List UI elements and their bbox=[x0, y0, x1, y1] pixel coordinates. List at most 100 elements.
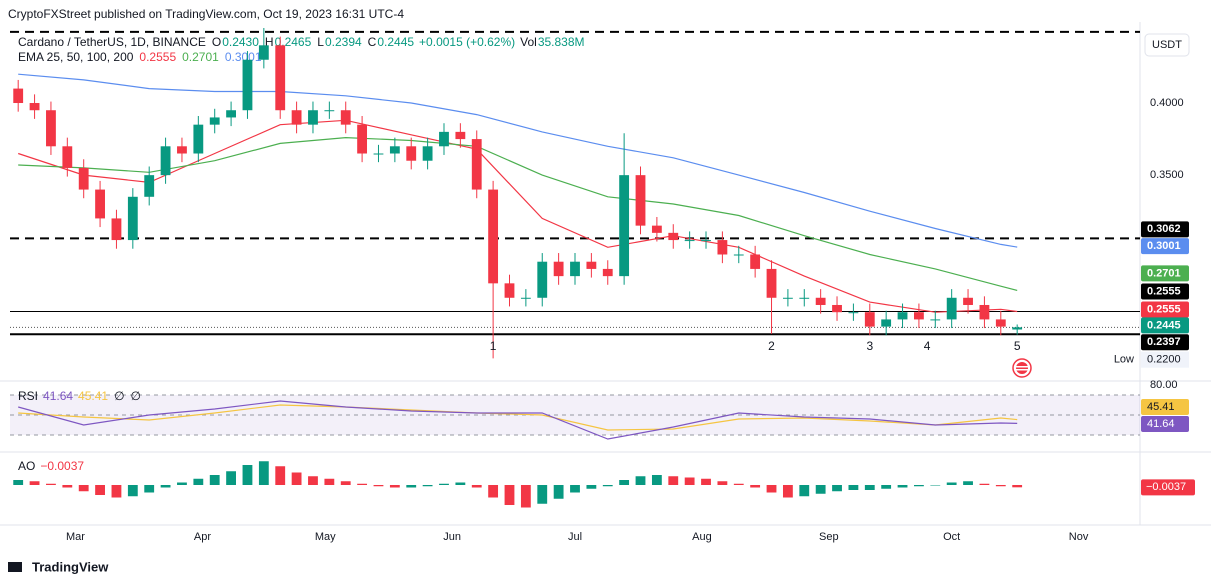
x-tick-label: Apr bbox=[194, 531, 211, 543]
logo bbox=[8, 562, 22, 572]
ao-bar bbox=[13, 480, 24, 485]
ao-bar bbox=[553, 485, 564, 499]
ao-bar bbox=[242, 465, 253, 485]
ema-line bbox=[18, 73, 1018, 248]
ao-bar bbox=[308, 476, 318, 485]
price-tag-label: 0.2555 bbox=[1147, 285, 1181, 297]
annotation: 3 bbox=[866, 339, 873, 353]
candle-body bbox=[471, 139, 482, 190]
candle-body bbox=[995, 319, 1006, 327]
annotation: 5 bbox=[1014, 339, 1021, 353]
price-tag-label: 0.3001 bbox=[1147, 240, 1181, 252]
x-tick-label: Sep bbox=[819, 531, 839, 543]
ao-bar bbox=[537, 485, 548, 504]
ao-bar bbox=[619, 480, 630, 485]
candle-body bbox=[766, 268, 777, 298]
price-tag bbox=[1141, 334, 1189, 351]
price-tag-label: 0.3062 bbox=[1147, 223, 1181, 235]
ao-bar bbox=[914, 485, 924, 487]
legend-value: 41.64 bbox=[43, 389, 73, 403]
currency-button[interactable] bbox=[1144, 33, 1190, 57]
legend-value: EMA 25, 50, 100, 200 bbox=[18, 50, 134, 64]
ao-bar bbox=[635, 476, 646, 485]
ao-bar bbox=[95, 485, 105, 495]
candle-body bbox=[46, 110, 56, 147]
ao-bar bbox=[979, 483, 990, 485]
currency[interactable]: USDT bbox=[1152, 39, 1182, 51]
ao-bar bbox=[193, 478, 204, 485]
candle-body bbox=[782, 297, 793, 299]
ao-bar bbox=[897, 485, 908, 488]
candle-body bbox=[619, 175, 630, 277]
legend-value: C bbox=[368, 35, 377, 49]
ao-bar bbox=[995, 485, 1006, 487]
y-tick-label: 80.00 bbox=[1150, 379, 1178, 391]
candle-body bbox=[799, 297, 810, 299]
ao-bar bbox=[520, 485, 531, 508]
candle-body bbox=[832, 304, 842, 313]
ao-bar bbox=[209, 475, 220, 485]
price-tag bbox=[1141, 317, 1189, 334]
candle-body bbox=[881, 319, 892, 327]
ao-bar bbox=[422, 485, 433, 487]
ao-bar bbox=[373, 485, 384, 487]
ao-bar bbox=[799, 485, 810, 497]
ao-legend: AO −0.0037 bbox=[18, 459, 84, 473]
x-tick-label: Jul bbox=[568, 531, 582, 543]
ao-bar bbox=[389, 485, 400, 488]
ao-bar bbox=[881, 485, 892, 489]
ao-bar bbox=[406, 485, 417, 488]
ao-tag bbox=[1141, 479, 1195, 496]
candle-body bbox=[979, 304, 990, 320]
ao-bar bbox=[471, 485, 482, 488]
rsi-ma-line bbox=[18, 404, 1018, 431]
price-tag-label: 0.2701 bbox=[1147, 267, 1181, 279]
legend-value: L bbox=[317, 35, 324, 49]
candle-body bbox=[422, 146, 433, 161]
candle-body bbox=[815, 297, 826, 305]
ao-bar bbox=[488, 485, 499, 498]
ao-bar bbox=[275, 466, 286, 485]
candle-body bbox=[930, 319, 941, 321]
price-tag bbox=[1141, 301, 1189, 318]
x-tick-label: Mar bbox=[66, 531, 85, 543]
candle-body bbox=[504, 283, 515, 298]
candle-body bbox=[29, 103, 40, 111]
ao-bar bbox=[177, 482, 187, 485]
ao-bar bbox=[766, 485, 777, 493]
ao-bar bbox=[782, 485, 793, 498]
ao-bar bbox=[651, 475, 662, 485]
ao-bar bbox=[324, 478, 335, 485]
ao-bar bbox=[815, 485, 826, 494]
ao-bar bbox=[258, 461, 269, 485]
ao-bar bbox=[144, 485, 155, 493]
candle-body bbox=[914, 312, 924, 320]
legend-value: ∅ bbox=[131, 389, 141, 403]
ema-line bbox=[18, 119, 1018, 313]
ao-bar bbox=[504, 485, 515, 505]
rsi-tag bbox=[1141, 399, 1189, 415]
legend-value: 0.2394 bbox=[325, 35, 362, 49]
ema-legend: EMA 25, 50, 100, 200 0.2555 0.2701 0.3001 bbox=[18, 50, 262, 64]
annotation: 4 bbox=[924, 339, 931, 353]
legend-value: 0.3001 bbox=[225, 50, 262, 64]
ao-bar bbox=[701, 478, 711, 485]
ao-bar bbox=[1012, 485, 1023, 488]
annotation: 1 bbox=[490, 339, 497, 353]
candle-body bbox=[275, 45, 286, 111]
price-tag bbox=[1141, 283, 1189, 300]
price-tag bbox=[1141, 265, 1189, 282]
rsi-legend: RSI 41.64 45.41 ∅ ∅ bbox=[18, 389, 141, 403]
flag-icon bbox=[1012, 358, 1032, 378]
candle-body bbox=[62, 146, 73, 168]
ao-bar bbox=[357, 483, 368, 485]
legend-value: ∅ bbox=[114, 389, 124, 403]
ao-bar bbox=[570, 485, 580, 493]
legend-value: −0.0037 bbox=[40, 459, 84, 473]
candle-body bbox=[455, 131, 466, 140]
candle-body bbox=[258, 45, 269, 60]
candle-body bbox=[946, 297, 957, 320]
legend-value: 0.2555 bbox=[139, 50, 176, 64]
legend-value: Cardano / TetherUS, 1D, BINANCE bbox=[18, 35, 206, 49]
candle-body bbox=[160, 146, 171, 176]
